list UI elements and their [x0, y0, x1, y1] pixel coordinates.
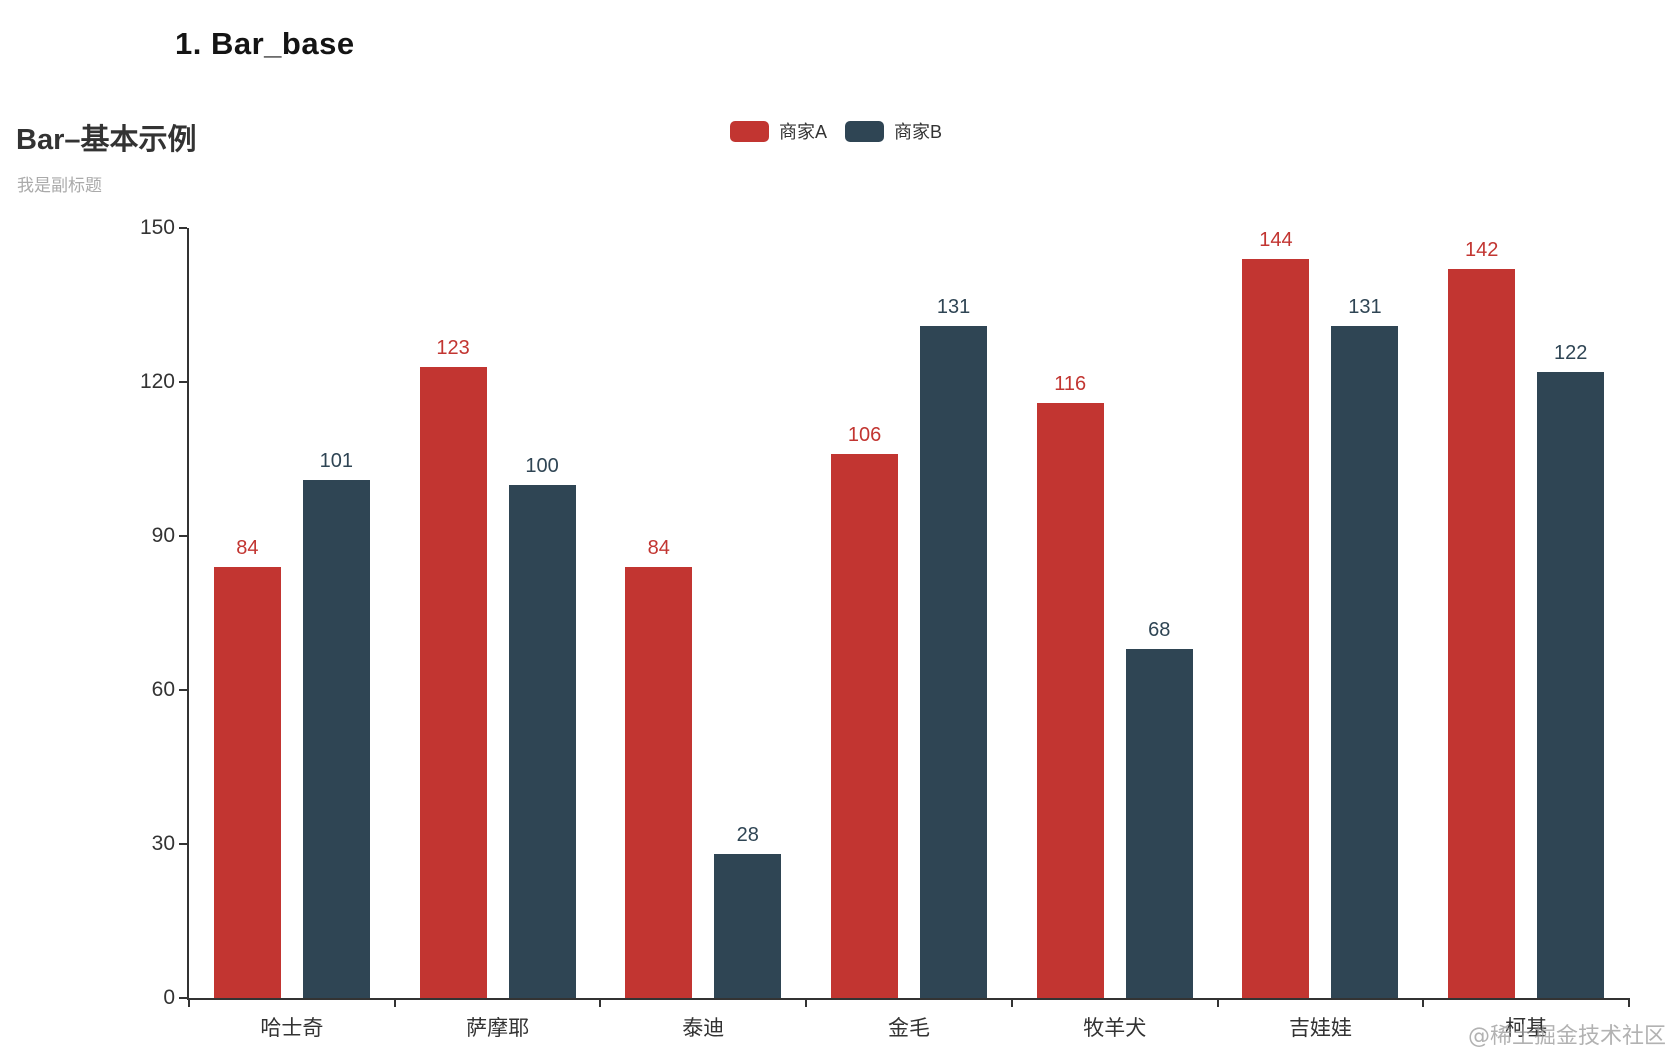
y-tick [179, 535, 187, 537]
bar-series-b[interactable] [1331, 325, 1399, 998]
chart-title: Bar–基本示例 [16, 124, 197, 156]
bar-wrapper: 100 [508, 454, 576, 998]
bar-wrapper: 122 [1537, 341, 1605, 998]
bar-wrapper: 101 [302, 449, 370, 998]
bar-group: 116 68 牧羊犬 [1012, 228, 1218, 1040]
bar-value-label: 84 [236, 536, 259, 559]
bar-series-b[interactable] [920, 325, 988, 998]
bar-value-label: 131 [1348, 295, 1382, 318]
legend-swatch-icon [729, 120, 769, 142]
bar-series-a[interactable] [625, 566, 693, 998]
bar-groups: 84 101 哈士奇 123 100 萨摩耶 84 28 泰迪 106 131 金毛 116 68 牧羊犬 1… [189, 228, 1629, 1040]
bar-value-label: 68 [1148, 618, 1171, 641]
x-tick [1628, 998, 1630, 1007]
x-tick [1216, 998, 1219, 1007]
x-axis-label: 哈士奇 [260, 1017, 324, 1040]
x-axis-label: 牧羊犬 [1083, 1017, 1147, 1040]
bar-series-a[interactable] [213, 566, 281, 998]
bar-wrapper: 116 [1036, 372, 1104, 998]
bar-value-label: 122 [1553, 341, 1588, 364]
bar-group: 84 28 泰迪 [600, 228, 806, 1040]
y-tick [179, 689, 187, 691]
legend-item-series-b[interactable]: 商家B [845, 118, 942, 144]
bar-wrapper: 144 [1242, 228, 1310, 998]
bar-value-label: 100 [525, 454, 559, 477]
bar-wrapper: 142 [1448, 239, 1516, 998]
bar-group: 144 131 吉娃娃 [1218, 228, 1424, 1040]
y-axis-label: 150 [139, 216, 175, 239]
y-axis-label: 60 [151, 678, 175, 701]
bar-wrapper: 131 [1331, 295, 1399, 998]
y-axis-label: 0 [163, 986, 175, 1009]
bar-wrapper: 68 [1125, 618, 1193, 998]
y-tick [179, 381, 187, 383]
x-tick [188, 998, 190, 1007]
bar-wrapper: 123 [419, 336, 487, 998]
bar-wrapper: 106 [831, 423, 899, 998]
y-axis-label: 90 [151, 524, 175, 547]
bar-series-b[interactable] [1125, 648, 1193, 998]
bar-value-label: 131 [936, 295, 971, 318]
bar-series-a[interactable] [1242, 258, 1310, 998]
bar-value-label: 84 [647, 536, 670, 559]
plot-area: 0 30 60 90 120 150 84 101 哈士奇 123 100 萨摩耶 84 28 泰迪 106 1… [140, 217, 1630, 1040]
bar-series-b[interactable] [302, 479, 370, 998]
bar-series-a[interactable] [1448, 269, 1516, 998]
bar-group: 84 101 哈士奇 [189, 228, 395, 1040]
x-tick [1010, 998, 1013, 1007]
bar-value-label: 28 [736, 824, 759, 847]
bar-series-a[interactable] [1036, 402, 1104, 998]
x-tick [805, 998, 808, 1007]
legend-swatch-icon [845, 120, 884, 142]
y-tick [179, 227, 187, 229]
bar-group: 106 131 金毛 [806, 228, 1012, 1040]
x-axis-label: 泰迪 [682, 1017, 725, 1040]
watermark: @稀土掘金技术社区 [1467, 1024, 1666, 1049]
legend-item-series-a[interactable]: 商家A [729, 118, 827, 144]
bar-value-label: 101 [319, 449, 354, 472]
bar-group: 142 122 柯基 [1423, 228, 1629, 1040]
legend: 商家A 商家B [0, 118, 1672, 144]
bar-series-b[interactable] [508, 484, 576, 998]
bar-series-a[interactable] [831, 453, 899, 998]
x-axis-label: 金毛 [888, 1017, 931, 1040]
y-tick [179, 843, 187, 845]
bar-value-label: 116 [1054, 372, 1087, 395]
bar-series-a[interactable] [419, 366, 487, 998]
bar-wrapper: 84 [625, 536, 693, 998]
x-tick [599, 998, 602, 1007]
x-tick [393, 998, 396, 1007]
y-tick [179, 997, 187, 999]
bar-group: 123 100 萨摩耶 [395, 228, 601, 1040]
chart-subtitle: 我是副标题 [17, 176, 102, 195]
x-tick [1422, 998, 1425, 1007]
y-axis-label: 120 [139, 370, 175, 393]
page-heading: 1. Bar_base [175, 26, 355, 61]
legend-label: 商家B [894, 122, 943, 142]
x-axis-label: 萨摩耶 [466, 1017, 530, 1040]
bar-series-b[interactable] [1537, 371, 1605, 998]
bar-value-label: 123 [436, 336, 470, 359]
bar-wrapper: 131 [920, 295, 988, 998]
bar-value-label: 106 [847, 423, 882, 446]
bar-series-b[interactable] [714, 854, 782, 998]
legend-label: 商家A [778, 122, 827, 142]
bar-wrapper: 84 [213, 536, 281, 998]
bar-wrapper: 28 [714, 824, 782, 998]
y-axis-label: 30 [151, 832, 175, 855]
bar-value-label: 144 [1259, 228, 1293, 251]
bar-value-label: 142 [1464, 239, 1499, 262]
x-axis-label: 吉娃娃 [1288, 1017, 1352, 1040]
x-axis-label: 柯基 [1505, 1017, 1548, 1040]
